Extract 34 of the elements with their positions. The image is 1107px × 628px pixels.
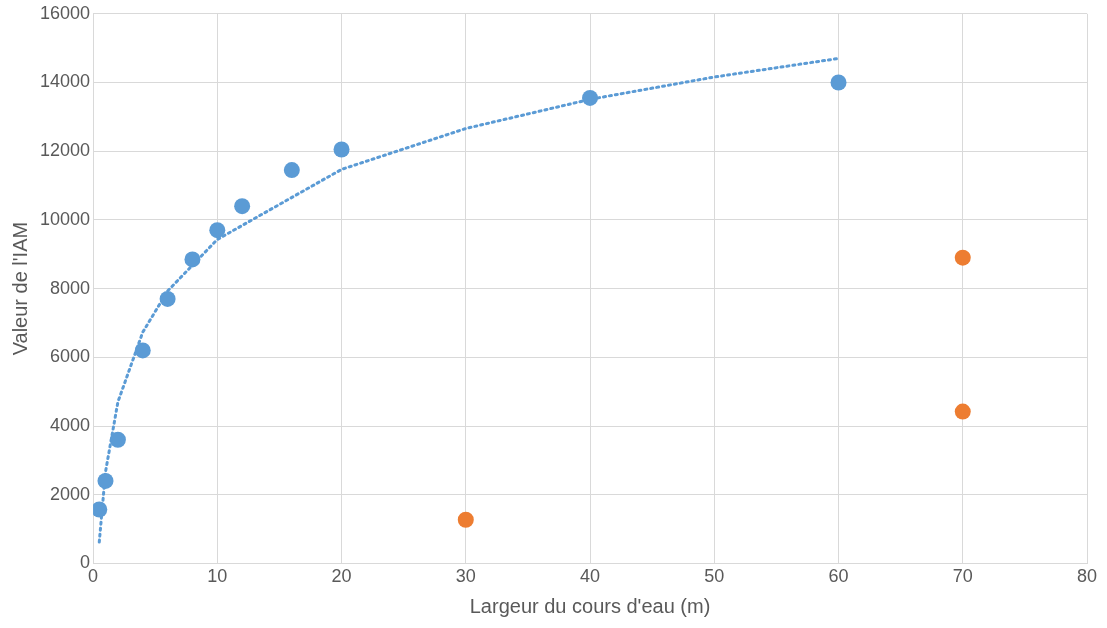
line-series [97,56,841,544]
y-tick-label: 8000 [50,277,91,298]
point [159,290,176,307]
point [109,431,126,448]
point [97,472,114,489]
point [283,162,300,179]
point [830,74,847,91]
x-tick-label: 80 [1076,566,1098,587]
x-tick-label: 30 [455,566,476,587]
point [184,251,201,268]
x-axis-title: Largeur du cours d'eau (m) [469,594,711,617]
y-tick-label: 12000 [39,140,91,161]
point [234,198,251,215]
point [954,249,971,266]
point [582,89,599,106]
y-tick-label: 4000 [50,414,91,435]
x-tick-label: 10 [207,566,228,587]
x-tick-label: 20 [331,566,352,587]
y-tick-label: 6000 [50,346,91,367]
point [134,342,151,359]
x-tick-label: 70 [952,566,973,587]
x-tick-label: 50 [704,566,725,587]
y-tick-label: 14000 [39,71,91,92]
x-tick-label: 60 [828,566,849,587]
point [954,403,971,420]
y-tick-label: 10000 [39,208,91,229]
y-axis-title: Valeur de l'IAM [8,221,31,356]
y-tick-label: 16000 [39,2,91,23]
y-tick-label: 2000 [50,483,91,504]
x-tick-label: 40 [580,566,601,587]
point [209,222,226,239]
point [93,501,108,518]
point [457,511,474,528]
point [333,141,350,158]
